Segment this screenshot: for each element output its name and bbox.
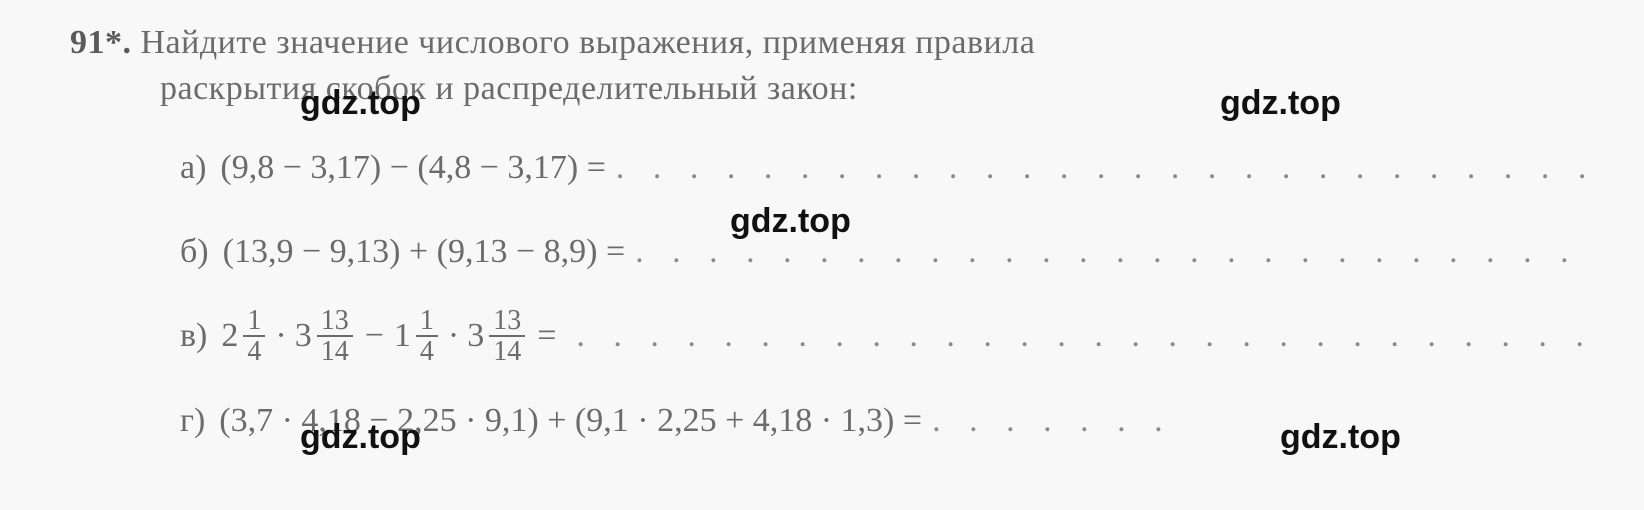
fraction-1-4-b: 1 4 xyxy=(416,306,438,367)
num-1a: 1 xyxy=(243,306,265,337)
whole-2: 3 xyxy=(295,317,312,355)
mixed-3-13-14-a: 3 13 14 xyxy=(295,306,355,367)
item-b-label: б) xyxy=(180,233,209,271)
mixed-1-1-4: 1 1 4 xyxy=(394,306,440,367)
fraction-1-4-a: 1 4 xyxy=(243,306,265,367)
item-d: г) (3,7 · 4,18 − 2,25 · 9,1) + (9,1 · 2,… xyxy=(70,391,1584,451)
item-d-label: г) xyxy=(180,402,205,440)
equals-c: = xyxy=(537,317,556,355)
item-c-answer-blank[interactable]: . . . . . . . . . . . . . . . . . . . . … xyxy=(566,317,1584,355)
item-d-expression: (3,7 · 4,18 − 2,25 · 9,1) + (9,1 · 2,25 … xyxy=(219,402,922,440)
den-14b: 14 xyxy=(489,337,525,366)
item-c-expression: 2 1 4 · 3 13 14 − 1 1 4 xyxy=(221,306,566,367)
exercise-page: 91*. Найдите значение числового выражени… xyxy=(0,0,1644,510)
item-b: б) (13,9 − 9,13) + (9,13 − 8,9) = . . . … xyxy=(70,222,1584,282)
minus-op: − xyxy=(365,317,384,355)
mixed-3-13-14-b: 3 13 14 xyxy=(467,306,527,367)
item-c-label: в) xyxy=(180,317,207,355)
mult-dot-2: · xyxy=(448,317,459,355)
problem-number: 91*. xyxy=(70,24,132,61)
whole-1: 2 xyxy=(221,317,238,355)
fraction-13-14-b: 13 14 xyxy=(489,306,525,367)
problem-header: 91*. Найдите значение числового выражени… xyxy=(70,20,1584,66)
whole-4: 3 xyxy=(467,317,484,355)
den-4b: 4 xyxy=(416,337,438,366)
item-b-answer-blank[interactable]: . . . . . . . . . . . . . . . . . . . . … xyxy=(625,233,1584,271)
mult-dot-1: · xyxy=(275,317,286,355)
problem-text-line2: раскрытия скобок и распределительный зак… xyxy=(70,66,1584,112)
num-13b: 13 xyxy=(489,306,525,337)
den-14a: 14 xyxy=(317,337,353,366)
item-b-expression: (13,9 − 9,13) + (9,13 − 8,9) = xyxy=(223,233,626,271)
item-a-label: а) xyxy=(180,149,206,187)
mixed-2-1-4: 2 1 4 xyxy=(221,306,267,367)
item-a-expression: (9,8 − 3,17) − (4,8 − 3,17) = xyxy=(220,149,606,187)
item-a-answer-blank[interactable]: . . . . . . . . . . . . . . . . . . . . … xyxy=(606,149,1584,187)
item-a: а) (9,8 − 3,17) − (4,8 − 3,17) = . . . .… xyxy=(70,138,1584,198)
num-1b: 1 xyxy=(416,306,438,337)
item-c: в) 2 1 4 · 3 13 14 − 1 1 xyxy=(70,306,1584,367)
item-d-answer-blank[interactable]: . . . . . . . xyxy=(922,402,1584,440)
problem-text-line1: Найдите значение числового выражения, пр… xyxy=(141,24,1036,61)
whole-3: 1 xyxy=(394,317,411,355)
fraction-13-14-a: 13 14 xyxy=(317,306,353,367)
den-4a: 4 xyxy=(243,337,265,366)
num-13a: 13 xyxy=(317,306,353,337)
